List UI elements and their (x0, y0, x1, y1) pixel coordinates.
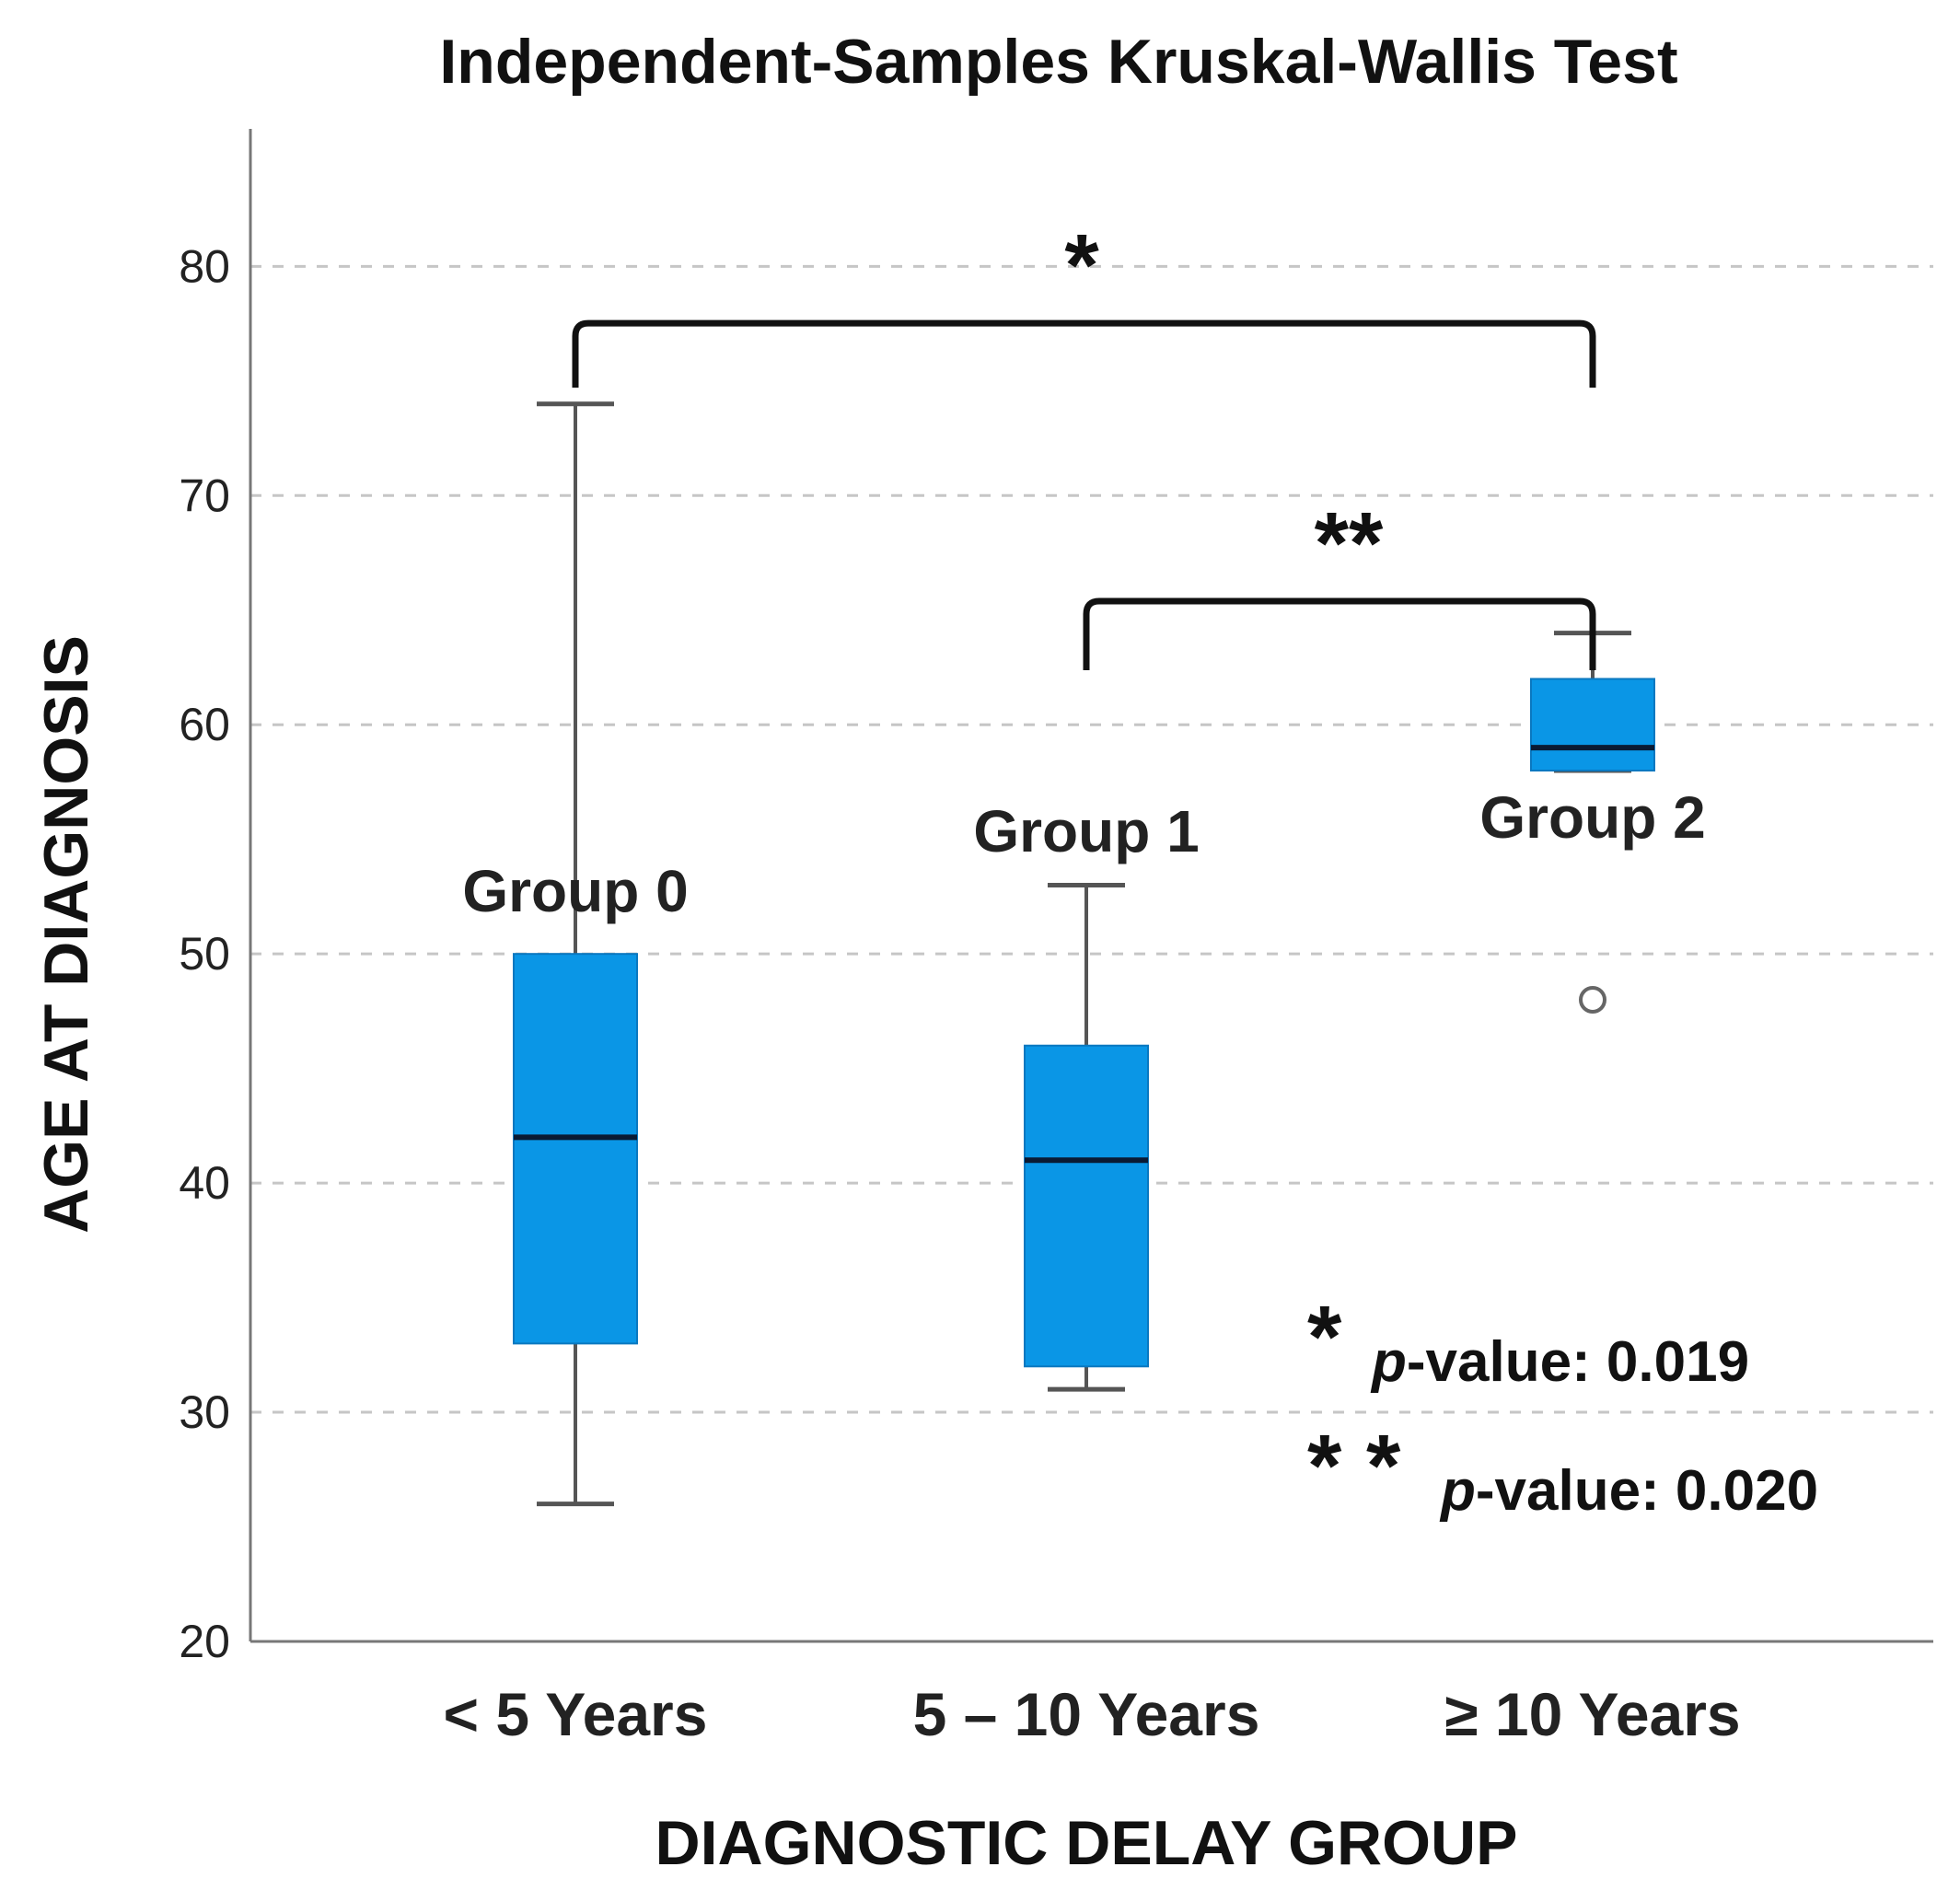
legend-value-0: -value: 0.019 (1407, 1330, 1749, 1394)
y-tick-label-50: 50 (179, 928, 230, 980)
box-group-1: Group 1 (973, 798, 1200, 1392)
group-label-1: Group 1 (973, 798, 1199, 864)
legend-stars-0: * (1307, 1288, 1342, 1386)
p-value-legend: * p-value: 0.019* * p-value: 0.020 (1307, 1288, 1818, 1523)
significance-stars-1: ** (1315, 494, 1384, 593)
y-tick-label-80: 80 (179, 240, 230, 292)
x-tick-labels: < 5 Years 5 – 10 Years ≥ 10 Years (444, 1680, 1741, 1748)
box-iqr-0 (513, 953, 638, 1345)
y-tick-label-20: 20 (179, 1616, 230, 1667)
box-group-0: Group 0 (462, 401, 689, 1507)
significance-stars-0: * (1064, 216, 1099, 315)
group-label-2: Group 2 (1479, 784, 1705, 851)
bracket-line-0 (572, 319, 1596, 388)
chart-title: Independent-Samples Kruskal-Wallis Test (439, 27, 1677, 97)
x-tick-label-1: 5 – 10 Years (913, 1680, 1260, 1748)
y-tick-label-60: 60 (179, 699, 230, 750)
y-tick-label-40: 40 (179, 1157, 230, 1209)
y-axis-title: AGE AT DIAGNOSIS (31, 635, 101, 1234)
y-tick-labels: 20 30 40 50 60 70 80 (179, 240, 230, 1667)
significance-bracket-1: ** (1083, 494, 1596, 670)
y-tick-label-30: 30 (179, 1386, 230, 1438)
x-tick-label-2: ≥ 10 Years (1444, 1680, 1740, 1748)
legend-value-1: -value: 0.020 (1476, 1459, 1818, 1523)
legend-stars-1: * * (1307, 1417, 1401, 1515)
boxes: Group 0 Group 1 Group 2 (462, 401, 1706, 1507)
significance-bracket-0: * (572, 216, 1596, 388)
legend-pvalue-1: p-value: 0.020 (1439, 1459, 1818, 1523)
legend-entry-1: * * p-value: 0.020 (1307, 1417, 1818, 1523)
box-iqr-1 (1024, 1044, 1149, 1368)
group-label-0: Group 0 (462, 858, 688, 924)
box-iqr-2 (1530, 678, 1655, 772)
bracket-line-1 (1083, 597, 1596, 670)
y-tick-label-70: 70 (179, 470, 230, 521)
x-tick-label-0: < 5 Years (444, 1680, 708, 1748)
legend-p-italic-0: p (1370, 1330, 1407, 1394)
legend-pvalue-0: p-value: 0.019 (1370, 1330, 1749, 1394)
x-axis-title: DIAGNOSTIC DELAY GROUP (655, 1808, 1517, 1878)
legend-entry-0: * p-value: 0.019 (1307, 1288, 1749, 1394)
outlier-2-0 (1579, 985, 1606, 1014)
significance-brackets: *** (572, 216, 1596, 670)
axes (249, 129, 1933, 1643)
legend-p-italic-1: p (1439, 1459, 1476, 1523)
